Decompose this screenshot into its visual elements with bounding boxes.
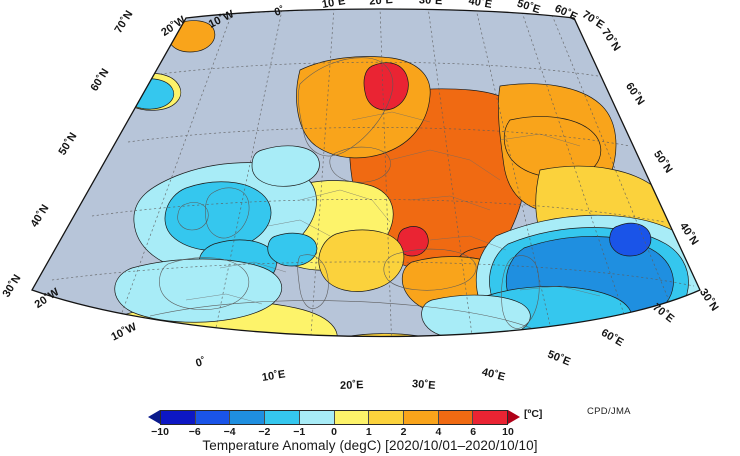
colorbar-tick-10: 10	[502, 426, 514, 438]
colorbar-tick-1: −6	[188, 426, 201, 438]
colorbar-band-0	[161, 411, 196, 424]
colorbar	[148, 410, 520, 425]
colorbar-band-1	[195, 411, 231, 424]
colorbar-tick-5: 0	[331, 426, 337, 438]
colorbar-tick-3: −2	[258, 426, 271, 438]
colorbar-tick-8: 4	[435, 426, 442, 438]
colorbar-tick-7: 2	[400, 426, 407, 438]
colorbar-band-9	[473, 411, 508, 424]
colorbar-low-arrow	[148, 410, 160, 424]
figure-caption: Temperature Anomaly (degC) [2020/10/01–2…	[202, 438, 538, 453]
credit-label: CPD/JMA	[587, 406, 631, 417]
colorbar-tick-0: −10	[151, 426, 169, 438]
anomaly-yellow-balkans	[318, 229, 405, 292]
anomaly-cold-north-sea	[251, 145, 320, 187]
coastlines-and-borders	[149, 57, 601, 333]
colorbar-band-7	[403, 411, 439, 424]
anomaly-cold-alps	[267, 232, 318, 267]
colorbar-band-4	[299, 411, 335, 424]
colorbar-unit-label: [ºC]	[524, 408, 543, 420]
colorbar-band-6	[369, 411, 404, 424]
lon-label-bottom-30e: 30˚E	[411, 378, 437, 393]
anomaly-cold-kazakh-deep	[609, 222, 652, 257]
colorbar-tick-labels: −10 −6 −4 −2 −1 0 1 2 4 6 10	[148, 426, 520, 439]
colorbar-tick-2: −4	[223, 426, 236, 438]
colorbar-high-arrow	[508, 410, 520, 424]
lon-label-bottom-20e: 20˚E	[339, 379, 364, 392]
colorbar-tick-9: 6	[470, 426, 477, 438]
map-body	[32, 9, 700, 337]
colorbar-band-3	[265, 411, 300, 424]
anomaly-hot-norway	[363, 62, 409, 111]
legend-area: CPD/JMA −10 −6 −4 −2 −1 0 1 2 4 6 10 [ºC] Temperat…	[0, 398, 740, 456]
colorbar-tick-4: −1	[293, 426, 306, 438]
colorbar-bands	[160, 410, 508, 425]
colorbar-band-5	[334, 411, 370, 424]
colorbar-band-2	[230, 411, 266, 424]
anomaly-cold-atlantic-sw	[114, 258, 282, 323]
anomaly-map	[31, 8, 701, 338]
anomaly-yellow-libya	[318, 333, 466, 337]
colorbar-band-8	[438, 411, 474, 424]
map-area: 20˚W 10˚W 0˚ 10˚E 20˚E 30˚E 40˚E 50˚E 60…	[0, 0, 720, 393]
lon-label-top-30e: 30˚E	[418, 0, 443, 8]
anomaly-field	[109, 20, 700, 337]
anomaly-hot-ukraine	[397, 226, 429, 257]
colorbar-tick-6: 1	[365, 426, 372, 438]
map-frame-border	[31, 8, 701, 338]
